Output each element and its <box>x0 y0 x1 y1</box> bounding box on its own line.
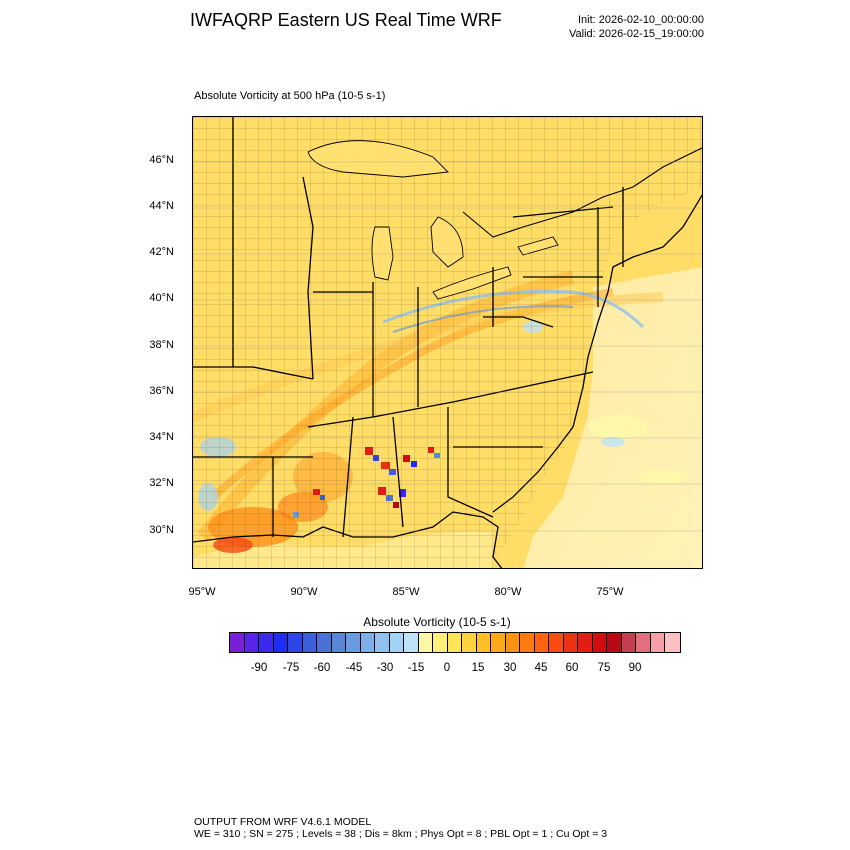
lon-label: 85°W <box>392 586 420 598</box>
colorbar-tick-label: 60 <box>565 662 579 674</box>
vorticity-map <box>192 116 703 569</box>
colorbar-tick-label: -60 <box>313 662 331 674</box>
coastline <box>193 194 702 568</box>
county-lines <box>193 117 702 568</box>
run-times: Init: 2026-02-10_00:00:00 Valid: 2026-02… <box>569 13 704 41</box>
lat-label: 36°N <box>149 385 174 397</box>
lat-label: 34°N <box>149 431 174 443</box>
colorbar-swatch <box>621 633 636 652</box>
lat-label: 46°N <box>149 154 174 166</box>
model-config: WE = 310 ; SN = 275 ; Levels = 38 ; Dis … <box>194 828 608 840</box>
colorbar-swatch <box>418 633 433 652</box>
lon-label: 75°W <box>596 586 624 598</box>
colorbar-tick-label: 45 <box>534 662 548 674</box>
colorbar-swatch <box>230 633 245 652</box>
colorbar-swatch <box>331 633 346 652</box>
colorbar-swatch <box>433 633 448 652</box>
colorbar-tick-label: 0 <box>443 662 451 674</box>
colorbar-tick-label: -15 <box>407 662 425 674</box>
colorbar-tick-label: 15 <box>471 662 485 674</box>
graticule <box>193 161 702 532</box>
colorbar-swatch <box>520 633 535 652</box>
colorbar-swatch <box>302 633 317 652</box>
colorbar-swatch <box>578 633 593 652</box>
colorbar-swatch <box>549 633 564 652</box>
lon-label: 80°W <box>494 586 522 598</box>
colorbar-swatch <box>244 633 259 652</box>
colorbar-tick-label: 90 <box>628 662 642 674</box>
colorbar-swatch <box>389 633 404 652</box>
state-boundaries <box>193 117 624 538</box>
colorbar-swatch <box>404 633 419 652</box>
lake-superior <box>307 140 449 178</box>
colorbar-swatch <box>317 633 332 652</box>
map-canvas <box>193 117 702 568</box>
colorbar-swatch <box>447 633 462 652</box>
colorbar-swatch <box>360 633 375 652</box>
colorbar-tick-label: -75 <box>282 662 300 674</box>
colorbar-swatch <box>505 633 520 652</box>
lat-label: 32°N <box>149 477 174 489</box>
lon-label: 95°W <box>188 586 216 598</box>
lake-ontario <box>517 236 559 256</box>
lake-huron <box>430 216 464 268</box>
colorbar-swatch <box>607 633 622 652</box>
colorbar-swatch <box>491 633 506 652</box>
colorbar-tick-label: -90 <box>250 662 268 674</box>
colorbar-swatch <box>476 633 491 652</box>
model-footer: OUTPUT FROM WRF V4.6.1 MODEL WE = 310 ; … <box>194 816 607 840</box>
colorbar-swatch <box>636 633 651 652</box>
model-version: OUTPUT FROM WRF V4.6.1 MODEL <box>194 816 372 828</box>
colorbar-swatch <box>288 633 303 652</box>
colorbar-swatch <box>534 633 549 652</box>
lake-michigan <box>371 226 394 281</box>
canada-border <box>462 147 702 238</box>
lake-erie <box>432 266 512 300</box>
colorbar <box>229 632 681 653</box>
init-time: Init: 2026-02-10_00:00:00 <box>578 14 704 26</box>
colorbar-swatch <box>273 633 288 652</box>
colorbar-swatch <box>375 633 390 652</box>
lat-label: 30°N <box>149 524 174 536</box>
colorbar-swatch <box>259 633 274 652</box>
colorbar-tick-label: 30 <box>503 662 517 674</box>
colorbar-tick-label: -45 <box>345 662 363 674</box>
lat-label: 40°N <box>149 292 174 304</box>
colorbar-swatch <box>650 633 665 652</box>
lon-label: 90°W <box>290 586 318 598</box>
colorbar-title: Absolute Vorticity (10-5 s-1) <box>363 615 511 629</box>
colorbar-swatch <box>346 633 361 652</box>
colorbar-tick-label: 75 <box>597 662 611 674</box>
colorbar-swatch <box>665 633 680 652</box>
lat-label: 44°N <box>149 200 174 212</box>
colorbar-tick-label: -30 <box>376 662 394 674</box>
lat-label: 38°N <box>149 339 174 351</box>
colorbar-swatch <box>563 633 578 652</box>
lat-label: 42°N <box>149 246 174 258</box>
plot-subtitle: Absolute Vorticity at 500 hPa (10-5 s-1) <box>194 90 386 102</box>
colorbar-swatch <box>592 633 607 652</box>
colorbar-swatch <box>462 633 477 652</box>
page-title: IWFAQRP Eastern US Real Time WRF <box>190 10 502 30</box>
valid-time: Valid: 2026-02-15_19:00:00 <box>569 28 704 40</box>
